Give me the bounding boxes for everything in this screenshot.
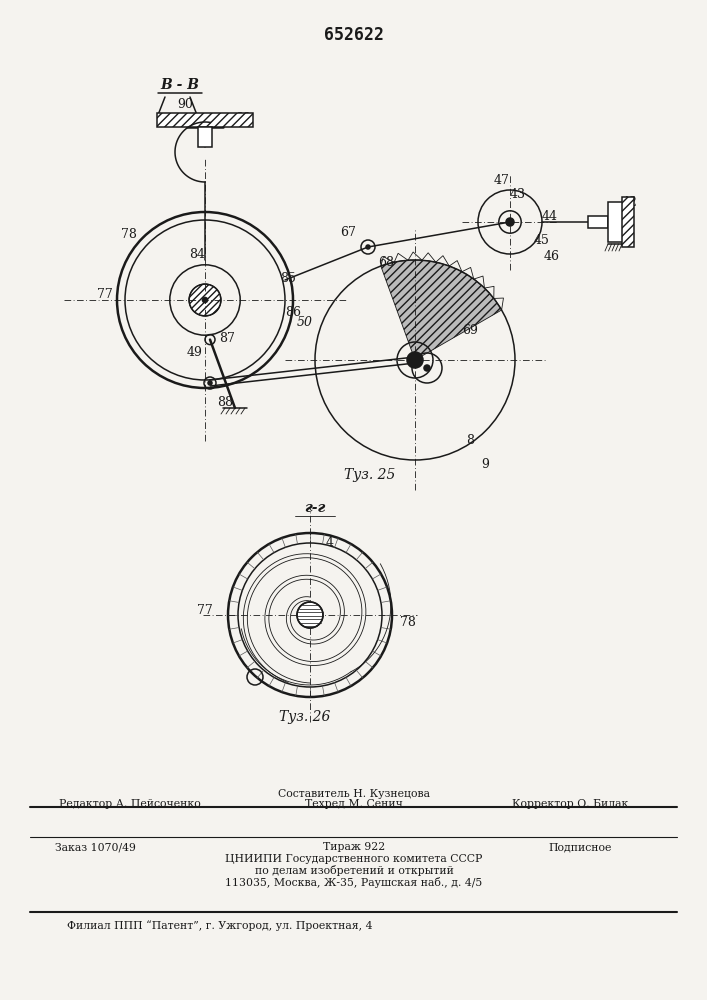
Text: 87: 87 (219, 332, 235, 344)
Bar (608, 202, 624, 242)
Text: В - В: В - В (160, 78, 199, 92)
Text: Тираж 922: Тираж 922 (323, 842, 385, 852)
Circle shape (413, 358, 417, 362)
Text: 43: 43 (510, 188, 526, 202)
Text: Филиал ППП “Патент”, г. Ужгород, ул. Проектная, 4: Филиал ППП “Патент”, г. Ужгород, ул. Про… (67, 921, 373, 931)
Text: 8: 8 (466, 434, 474, 446)
Text: 77: 77 (197, 603, 213, 616)
Text: 89: 89 (235, 112, 251, 125)
Text: 68: 68 (378, 255, 394, 268)
Text: 50: 50 (297, 316, 313, 328)
Circle shape (208, 381, 212, 385)
Text: ЦНИИПИ Государственного комитета СССР: ЦНИИПИ Государственного комитета СССР (226, 854, 483, 864)
Text: 113035, Москва, Ж-35, Раушская наб., д. 4/5: 113035, Москва, Ж-35, Раушская наб., д. … (226, 878, 483, 888)
Text: 85: 85 (280, 271, 296, 284)
Text: Корректор О. Билак: Корректор О. Билак (512, 799, 629, 809)
Text: 46: 46 (544, 250, 560, 263)
Text: 90: 90 (177, 99, 193, 111)
Circle shape (202, 297, 208, 303)
Text: Составитель Н. Кузнецова: Составитель Н. Кузнецова (278, 789, 430, 799)
Circle shape (189, 284, 221, 316)
Text: 4: 4 (326, 536, 334, 550)
Text: Заказ 1070/49: Заказ 1070/49 (54, 842, 136, 852)
Text: 78: 78 (121, 229, 137, 241)
Text: 78: 78 (400, 616, 416, 630)
Circle shape (407, 352, 423, 368)
Bar (198, 127, 212, 147)
Text: Τуз. 25: Τуз. 25 (344, 468, 396, 482)
Wedge shape (381, 260, 501, 360)
Circle shape (424, 365, 430, 371)
Text: Τуз. 26: Τуз. 26 (279, 710, 331, 724)
Text: Редактор А. Пейсоченко: Редактор А. Пейсоченко (59, 799, 201, 809)
Text: 88: 88 (217, 396, 233, 410)
Circle shape (297, 602, 323, 628)
Circle shape (506, 218, 514, 226)
Text: 652622: 652622 (324, 26, 384, 44)
Text: 69: 69 (462, 324, 478, 336)
Text: 9: 9 (481, 458, 489, 472)
Text: 45: 45 (534, 233, 550, 246)
Text: 49: 49 (187, 346, 203, 359)
Text: 67: 67 (340, 227, 356, 239)
Bar (157, 113, 253, 127)
Text: 86: 86 (285, 306, 301, 318)
Text: г-г: г-г (305, 501, 326, 515)
Text: 47: 47 (494, 174, 510, 186)
Bar (622, 197, 634, 247)
Text: Техред М. Сенич: Техред М. Сенич (305, 799, 403, 809)
Bar (588, 216, 608, 228)
Text: 44: 44 (542, 211, 558, 224)
Circle shape (366, 245, 370, 249)
Text: по делам изобретений и открытий: по делам изобретений и открытий (255, 865, 453, 876)
Text: 42: 42 (622, 196, 638, 209)
Text: Подписное: Подписное (549, 842, 612, 852)
Text: 84: 84 (189, 248, 205, 261)
Text: 77: 77 (97, 288, 113, 302)
